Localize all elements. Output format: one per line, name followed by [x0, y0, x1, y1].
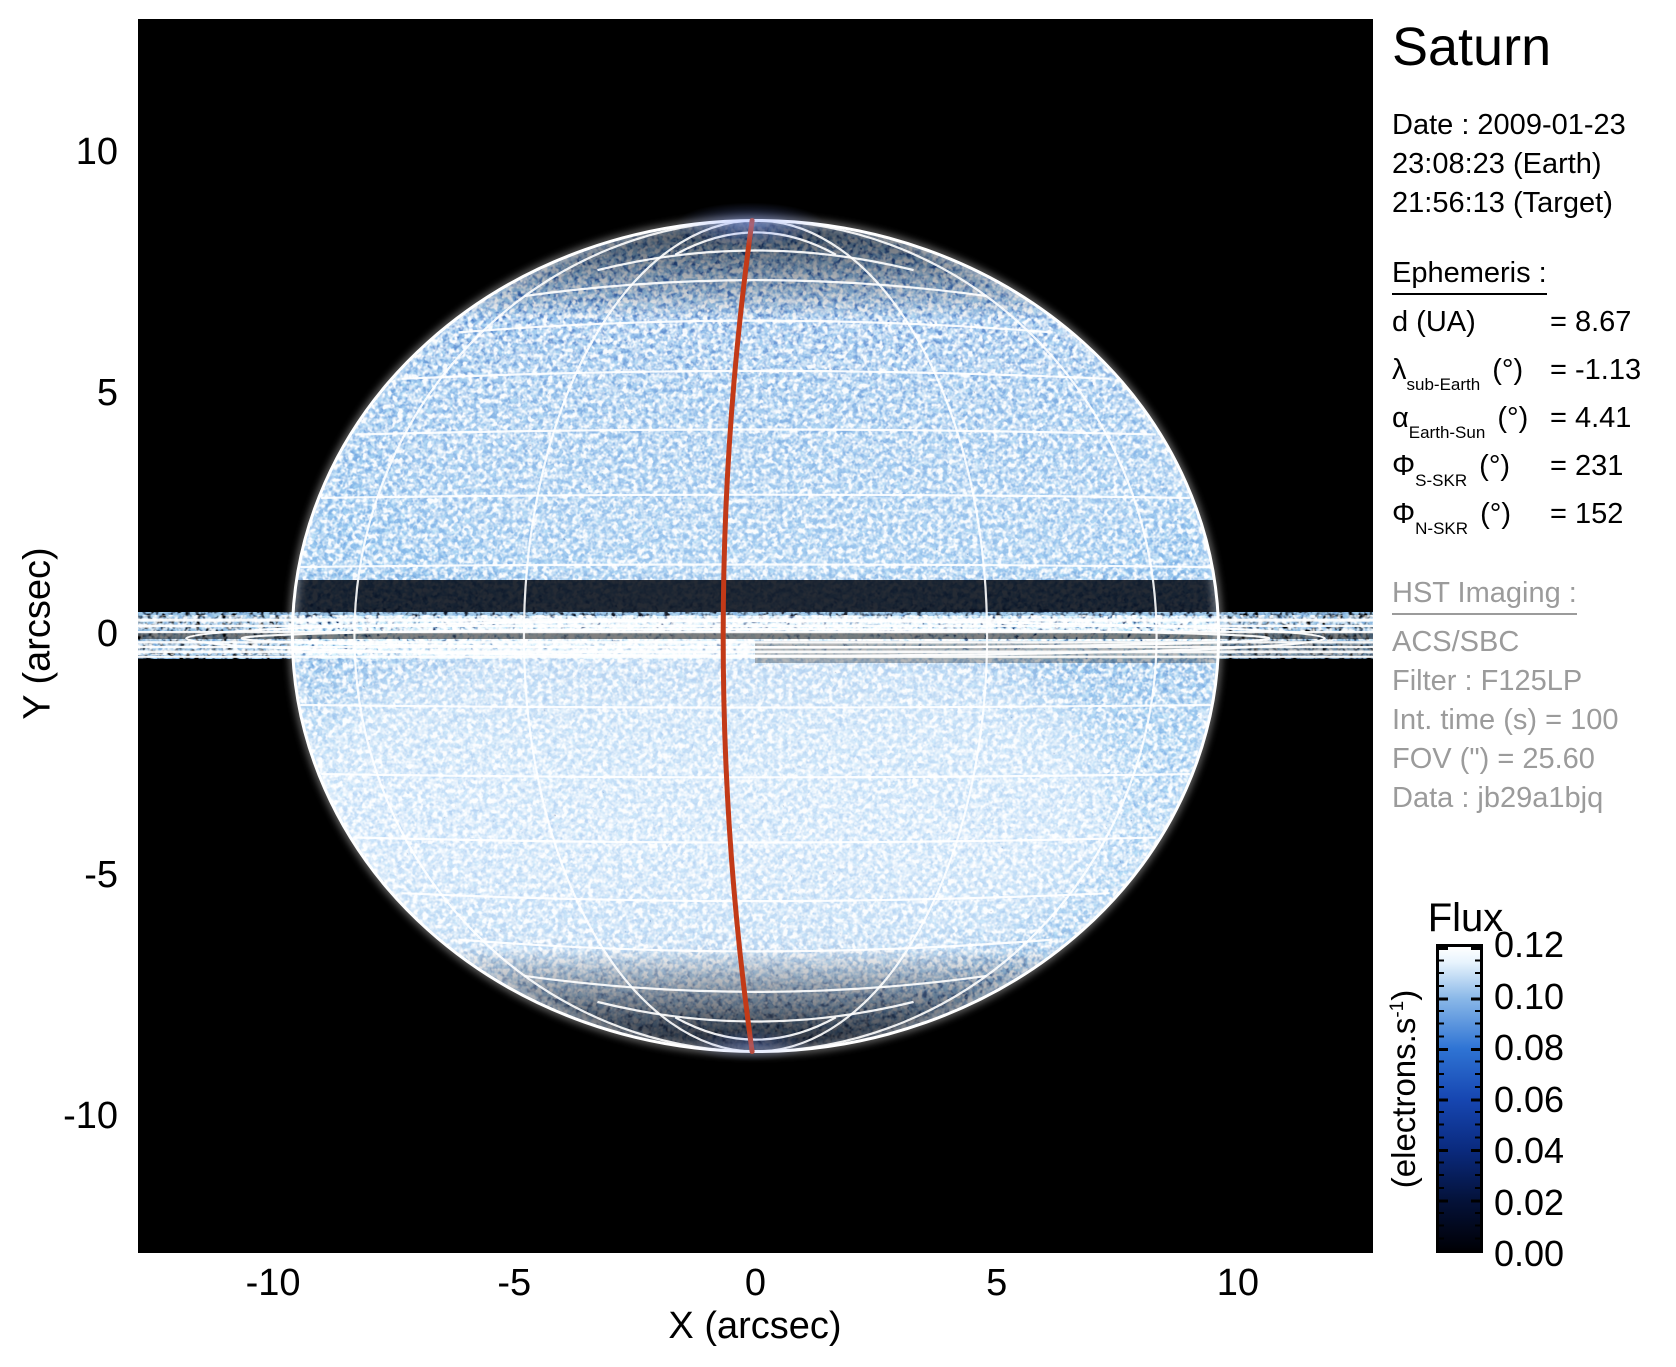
colorbar-tick-label: 0.10 — [1494, 975, 1565, 1017]
hst-fov: FOV (") = 25.60 — [1392, 743, 1595, 775]
x-tick-label: -5 — [497, 1262, 532, 1304]
y-tick-label: -5 — [84, 854, 118, 897]
colorbar-tick-label: 0.02 — [1494, 1181, 1565, 1223]
saturn-hst-image — [138, 19, 1373, 1253]
colorbar-title: Flux — [1427, 896, 1504, 940]
ephemeris-row: d (UA) = 8.67 — [1392, 306, 1632, 338]
y-tick-label: 10 — [75, 130, 118, 173]
ephemeris-row: αEarth-Sun (°) = 4.41 — [1392, 402, 1632, 442]
ephemeris-heading: Ephemeris : — [1392, 257, 1547, 295]
y-tick-label: -10 — [63, 1095, 118, 1138]
colorbar-tick-label: 0.04 — [1494, 1130, 1565, 1171]
saturn-image-plot — [138, 19, 1373, 1253]
x-tick-label: -10 — [245, 1262, 301, 1304]
aurora-glows — [675, 202, 826, 1062]
time-target-line: 21:56:13 (Target) — [1392, 187, 1613, 219]
y-tick-label: 0 — [96, 613, 118, 655]
y-tick-label: 5 — [96, 371, 118, 414]
colorbar-major-ticks-left — [1439, 947, 1448, 1250]
ephemeris-rows: d (UA) = 8.67 λsub-Earth (°) = -1.13 αEa… — [1392, 303, 1676, 543]
colorbar-major-ticks-right — [1471, 947, 1480, 1250]
x-tick-label: 0 — [744, 1262, 767, 1304]
x-tick-label: 5 — [986, 1262, 1008, 1304]
ephemeris-row: ΦS-SKR (°) = 231 — [1392, 450, 1624, 490]
prime-meridian-line — [720, 217, 755, 1055]
date-block: Date : 2009-01-23 23:08:23 (Earth) 21:56… — [1392, 106, 1676, 223]
colorbar-tick-label: 0.06 — [1494, 1078, 1565, 1120]
colorbar-tick-label: 0.00 — [1494, 1233, 1565, 1274]
hst-int-time: Int. time (s) = 100 — [1392, 704, 1619, 736]
ring-shadow-band — [292, 580, 1219, 616]
y-axis-label: Y (arcsec) — [16, 547, 59, 720]
colorbar-tick-label: 0.12 — [1494, 924, 1565, 965]
colorbar-tick-label: 0.08 — [1494, 1027, 1565, 1068]
time-earth-line: 23:08:23 (Earth) — [1392, 148, 1602, 180]
hst-instrument: ACS/SBC — [1392, 626, 1520, 658]
hst-filter: Filter : F125LP — [1392, 665, 1583, 697]
ephemeris-row: λsub-Earth (°) = -1.13 — [1392, 354, 1642, 394]
x-tick-label: 10 — [1216, 1262, 1260, 1304]
ring-graticule — [138, 618, 1373, 658]
ring-gap — [138, 632, 1373, 639]
ephemeris-row: ΦN-SKR (°) = 152 — [1392, 498, 1624, 538]
colorbar-unit-label: (electrons.s-1) — [1385, 989, 1422, 1189]
x-axis-label: X (arcsec) — [668, 1305, 842, 1347]
hst-data-id: Data : jb29a1bjq — [1392, 782, 1604, 814]
page-title: Saturn — [1392, 17, 1552, 77]
hst-imaging-heading: HST Imaging : — [1392, 577, 1577, 615]
hst-imaging-rows: ACS/SBC Filter : F125LP Int. time (s) = … — [1392, 623, 1676, 818]
flux-colorbar — [1436, 944, 1483, 1253]
info-panel: Saturn Date : 2009-01-23 23:08:23 (Earth… — [1392, 0, 1676, 1367]
date-line: Date : 2009-01-23 — [1392, 109, 1626, 141]
